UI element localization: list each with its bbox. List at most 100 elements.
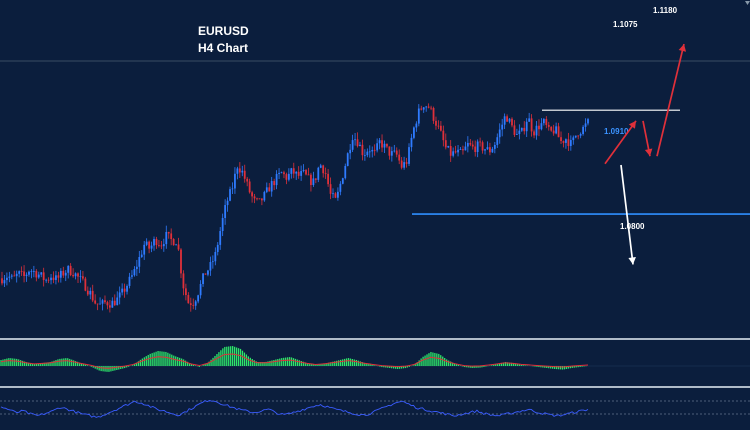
bull-candle — [145, 241, 148, 245]
bear-candle — [327, 173, 330, 185]
bear-candle — [305, 170, 307, 175]
bear-candle — [82, 276, 84, 279]
bear-candle — [189, 303, 192, 305]
scenario-arrows — [604, 43, 687, 265]
bull-candle — [518, 130, 521, 135]
bull-candle — [300, 171, 303, 176]
bear-candle — [1, 278, 3, 284]
bull-candle — [135, 266, 138, 270]
bull-candle — [408, 147, 410, 164]
bull-candle — [425, 106, 428, 108]
bull-candle — [25, 274, 28, 277]
bear-candle — [297, 171, 300, 176]
bull-candle — [138, 256, 141, 267]
bull-candle — [8, 276, 11, 278]
bear-candle — [86, 290, 89, 295]
bull-candle — [211, 261, 214, 263]
label-1-1180: 1.1180 — [653, 6, 678, 15]
bear-candle — [444, 140, 447, 148]
bear-candle — [248, 181, 251, 193]
bear-candle — [562, 141, 565, 143]
bear-candle — [567, 139, 570, 146]
bear-candle — [381, 140, 383, 148]
bull-candle — [393, 150, 396, 152]
bull-candle — [263, 191, 266, 201]
bull-candle — [30, 271, 33, 272]
bull-candle — [422, 107, 425, 110]
macd-signal-line — [0, 353, 589, 369]
bear-candle — [405, 162, 408, 164]
bull-candle — [165, 231, 168, 245]
bull-candle — [503, 116, 506, 125]
bull-candle — [368, 151, 371, 153]
bull-candle — [344, 165, 347, 179]
bear-candle — [177, 244, 180, 250]
bull-candle — [236, 168, 239, 174]
bear-candle — [437, 125, 440, 127]
bear-candle — [260, 198, 263, 201]
bear-candle — [361, 144, 364, 156]
bull-candle — [131, 275, 133, 277]
label-1-0800: 1.0800 — [620, 222, 645, 231]
bear-candle — [172, 239, 175, 246]
bear-candle — [35, 270, 38, 278]
bull-candle — [126, 285, 128, 292]
bull-candle — [67, 265, 70, 273]
bear-candle — [13, 275, 16, 277]
label-1-0910: 1.0910 — [604, 127, 629, 136]
bull-candle — [452, 151, 455, 156]
bull-candle — [498, 129, 501, 138]
bullish-arrow-1 — [604, 120, 637, 165]
bull-candle — [376, 143, 379, 151]
chart-subtitle: H4 Chart — [198, 41, 248, 55]
bear-candle — [96, 303, 99, 305]
bull-candle — [111, 300, 114, 308]
bear-candle — [155, 238, 158, 246]
bull-candle — [50, 277, 52, 281]
bear-candle — [334, 193, 337, 198]
bear-candle — [160, 245, 163, 247]
bull-candle — [226, 200, 229, 206]
bull-candle — [371, 149, 374, 152]
bull-candle — [99, 303, 101, 305]
bull-candle — [219, 231, 222, 245]
bull-candle — [341, 178, 344, 184]
bear-candle — [204, 273, 207, 275]
bear-candle — [307, 174, 310, 176]
bear-candle — [91, 290, 94, 301]
bull-candle — [363, 155, 366, 156]
bull-candle — [153, 238, 155, 246]
bear-candle — [432, 107, 435, 121]
bear-candle — [557, 126, 560, 138]
bull-candle — [464, 146, 467, 151]
bear-candle — [238, 168, 241, 173]
bull-candle — [447, 146, 450, 148]
bull-candle — [349, 149, 352, 154]
scale-marker — [745, 1, 750, 5]
bull-candle — [413, 127, 415, 138]
bear-candle — [23, 271, 25, 277]
bull-candle — [319, 165, 322, 168]
bull-candle — [128, 276, 131, 286]
bear-candle — [283, 172, 285, 175]
bull-candle — [79, 276, 82, 278]
bear-candle — [106, 302, 109, 306]
bull-candle — [508, 118, 511, 122]
bull-candle — [40, 272, 43, 275]
bear-candle — [84, 278, 87, 291]
bullish-arrow-1-head — [628, 120, 636, 129]
bear-candle — [62, 270, 65, 276]
bear-candle — [395, 150, 398, 155]
bull-candle — [515, 134, 518, 135]
bull-candle — [290, 168, 293, 174]
bull-candle — [150, 245, 153, 249]
bear-candle — [329, 184, 332, 194]
bear-candle — [454, 151, 457, 153]
bull-candle — [45, 279, 48, 281]
bull-candle — [574, 135, 577, 138]
bull-candle — [295, 171, 298, 174]
bull-candle — [202, 273, 204, 285]
bear-candle — [285, 174, 288, 180]
bull-candle — [403, 162, 406, 168]
bear-candle — [324, 173, 327, 174]
